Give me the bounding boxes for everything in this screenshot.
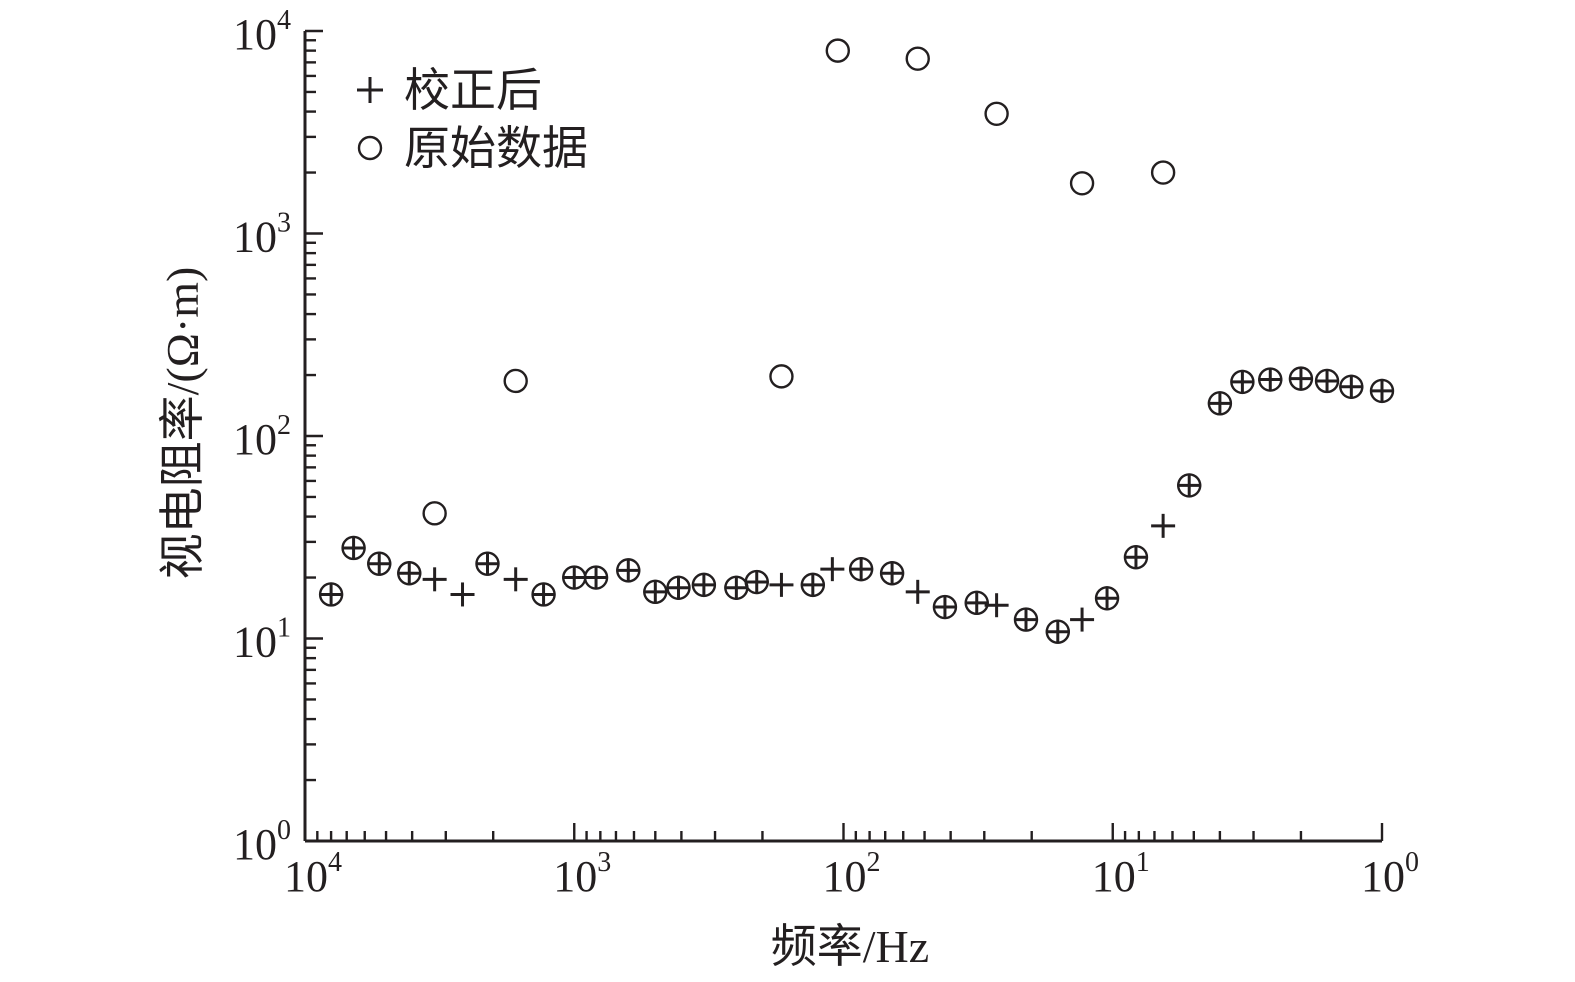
circle-point	[1207, 391, 1233, 416]
plus-point	[1177, 473, 1202, 498]
plus-point	[1370, 378, 1394, 403]
legend: 校正后 原始数据	[357, 65, 588, 174]
plus-point	[744, 570, 769, 595]
plus-point	[691, 572, 716, 597]
series-plus	[319, 366, 1394, 644]
plus-point	[1045, 619, 1070, 644]
x-tick-label: 103	[553, 847, 611, 901]
circle-point	[1123, 545, 1149, 570]
circle-point	[1069, 171, 1095, 196]
y-tick-label: 100	[233, 815, 291, 869]
x-tick-label: 102	[823, 847, 881, 901]
circle-point	[422, 501, 447, 526]
circle-point	[367, 551, 392, 576]
plus-point	[1339, 374, 1364, 399]
y-tick-label: 104	[233, 5, 291, 59]
legend-marker-plus	[357, 77, 383, 103]
plus-point	[319, 582, 344, 607]
plus-point	[1258, 367, 1283, 392]
circle-point	[666, 575, 691, 600]
plus-point	[800, 572, 825, 597]
circle-point	[1288, 366, 1314, 391]
plus-point	[341, 535, 366, 560]
plus-point	[964, 590, 989, 615]
circle-point	[1339, 374, 1364, 399]
circle-point	[397, 561, 422, 586]
plus-point	[562, 565, 587, 590]
circle-point	[1177, 473, 1202, 498]
circle-point	[1258, 367, 1283, 392]
x-axis-title: 频率/Hz	[771, 921, 929, 972]
y-axis-title: 视电阻率/(Ω·m)	[157, 267, 208, 580]
circle-point	[800, 572, 826, 598]
plus-point	[475, 551, 500, 576]
plus-point	[905, 579, 930, 604]
x-tick-label: 101	[1092, 847, 1150, 901]
plus-point	[584, 565, 609, 590]
circle-point	[341, 535, 366, 561]
circle-point	[905, 46, 930, 71]
plus-point	[531, 582, 556, 607]
circle-point	[932, 594, 958, 620]
legend-label-corrected: 校正后	[404, 65, 542, 116]
x-tick-label: 104	[284, 847, 342, 901]
circle-point	[475, 551, 500, 576]
y-tick-label: 101	[233, 613, 291, 667]
circle-point	[503, 368, 528, 394]
plus-point	[880, 561, 905, 586]
plus-point	[367, 551, 392, 576]
circle-point	[1230, 369, 1255, 395]
plus-point	[422, 567, 447, 592]
circle-point	[531, 582, 556, 607]
plus-point	[1013, 607, 1038, 632]
plus-point	[1207, 391, 1232, 416]
plus-point	[849, 557, 874, 582]
plus-point	[1070, 607, 1095, 632]
plus-point	[769, 572, 794, 597]
plus-point	[643, 579, 668, 604]
axis-ticks	[303, 29, 1384, 843]
plus-point	[450, 582, 475, 607]
circle-point	[1013, 607, 1039, 632]
circle-point	[964, 590, 989, 616]
plus-point	[1315, 368, 1340, 393]
legend-label-original: 原始数据	[404, 123, 588, 174]
circle-point	[744, 569, 769, 595]
plus-point	[397, 561, 422, 586]
plus-point	[503, 567, 528, 592]
circle-point	[691, 572, 717, 598]
circle-point	[848, 556, 874, 582]
plus-point	[616, 558, 641, 583]
plus-point	[1230, 369, 1255, 394]
plus-point	[666, 575, 691, 600]
circle-point	[1150, 160, 1176, 185]
circle-point	[984, 101, 1009, 127]
circle-point	[318, 582, 344, 607]
plus-point	[1123, 545, 1148, 570]
series-circle	[318, 38, 1395, 644]
circle-point	[825, 38, 850, 63]
x-tick-label: 100	[1361, 847, 1419, 901]
circle-point	[1094, 586, 1120, 611]
circle-point	[643, 579, 668, 605]
circle-point	[1314, 368, 1340, 394]
plus-point	[820, 557, 845, 582]
plus-point	[1095, 586, 1120, 611]
data-series	[318, 38, 1395, 644]
plus-point	[1151, 513, 1176, 538]
tick-labels: 100 101 102 103 104 104 103 102 101 100	[233, 5, 1419, 901]
plus-point	[1288, 366, 1313, 391]
circle-point	[616, 558, 641, 583]
plus-point	[932, 595, 957, 620]
legend-marker-circle	[357, 135, 383, 161]
plus-point	[724, 575, 749, 600]
circle-point	[879, 561, 905, 586]
y-tick-label: 102	[233, 410, 291, 464]
circle-point	[1369, 378, 1395, 404]
circle-point	[769, 364, 794, 389]
circle-point	[583, 565, 609, 590]
circle-point	[1045, 619, 1070, 644]
y-tick-label: 103	[233, 208, 291, 262]
